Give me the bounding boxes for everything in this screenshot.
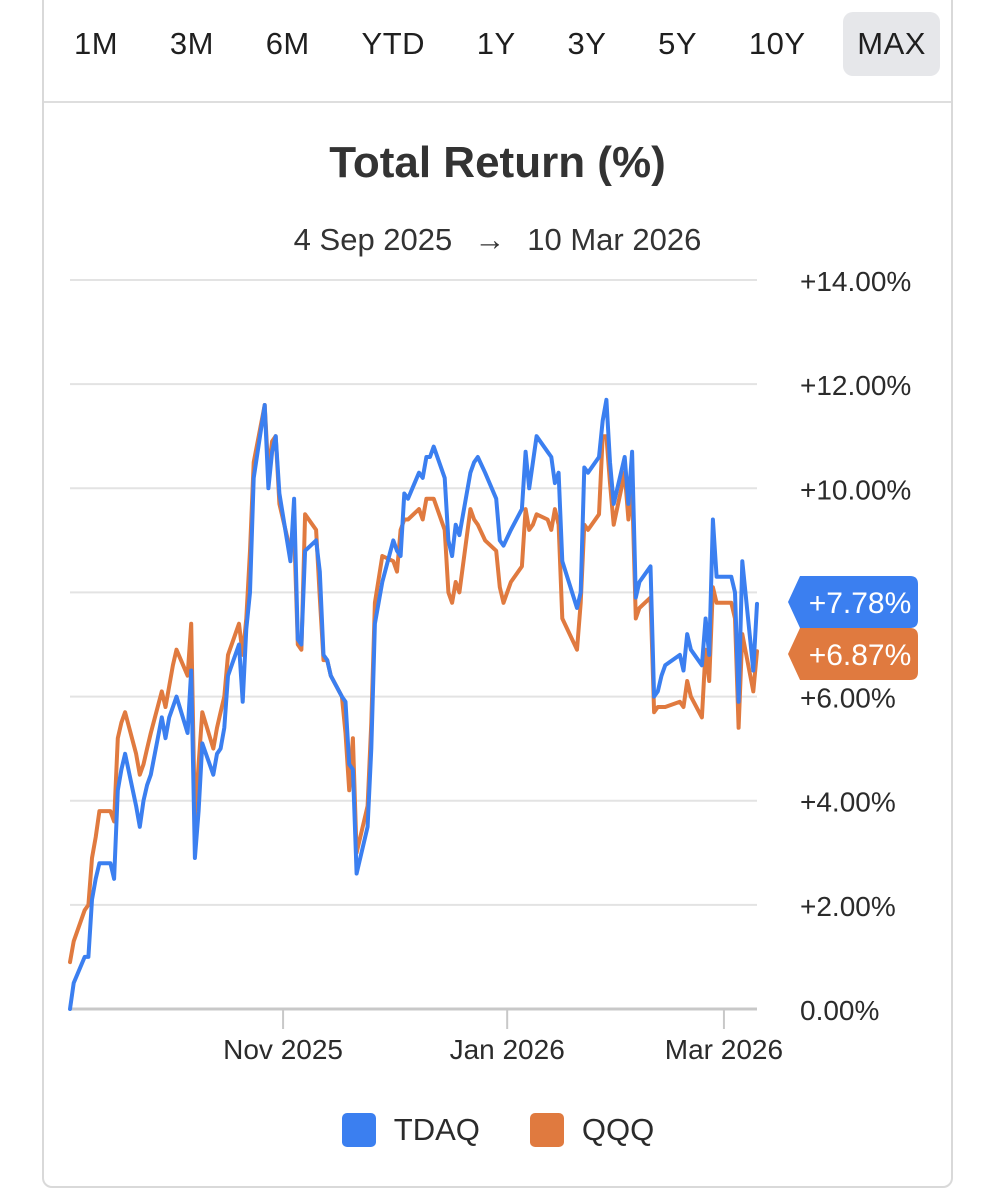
range-option-1m[interactable]: 1M	[74, 26, 119, 61]
legend-label: QQQ	[581, 1112, 655, 1147]
legend: TDAQ QQQ	[0, 1112, 996, 1148]
range-option-6m[interactable]: 6M	[265, 26, 310, 61]
end-value-tag-bg	[788, 628, 918, 680]
end-value-tag-bg	[788, 576, 918, 628]
date-range: 4 Sep 2025 → 10 Mar 2026	[44, 222, 951, 258]
x-tick-label: Nov 2025	[223, 1034, 343, 1065]
legend-item-tdaq[interactable]: TDAQ	[341, 1112, 480, 1148]
legend-swatch	[341, 1113, 376, 1147]
range-option-max[interactable]: MAX	[843, 12, 940, 76]
legend-label: TDAQ	[393, 1112, 480, 1147]
y-tick-label: +2.00%	[800, 891, 896, 922]
range-option-3m[interactable]: 3M	[169, 26, 214, 61]
end-value-label: +7.78%	[809, 587, 912, 620]
range-option-ytd[interactable]: YTD	[361, 26, 426, 61]
y-tick-label: +6.00%	[800, 683, 896, 714]
x-tick-label: Mar 2026	[665, 1034, 783, 1065]
arrow-right-icon: →	[474, 222, 506, 257]
range-option-3y[interactable]: 3Y	[567, 26, 607, 61]
end-value-label: +6.87%	[809, 639, 912, 672]
chart-card	[42, 0, 953, 1188]
legend-swatch	[529, 1113, 564, 1147]
series-line-tdaq	[68, 397, 759, 1011]
end-value-tag-qqq: +6.87%	[788, 628, 918, 680]
range-option-5y[interactable]: 5Y	[658, 26, 698, 61]
y-tick-label: +12.00%	[800, 370, 911, 401]
date-range-end: 10 Mar 2026	[527, 222, 702, 257]
range-option-1y[interactable]: 1Y	[476, 26, 516, 61]
chart-title: Total Return (%)	[329, 138, 666, 187]
y-tick-label: 0.00%	[800, 995, 879, 1026]
range-option-10y[interactable]: 10Y	[748, 26, 806, 61]
range-selector: 1M 3M 6M YTD 1Y 3Y 5Y 10Y MAX	[60, 8, 940, 80]
x-tick-label: Jan 2026	[450, 1034, 565, 1065]
legend-item-qqq[interactable]: QQQ	[529, 1112, 655, 1148]
date-range-start: 4 Sep 2025	[293, 222, 453, 257]
y-tick-label: +10.00%	[800, 474, 911, 505]
divider	[44, 101, 951, 103]
y-tick-label: +14.00%	[800, 266, 911, 297]
y-tick-label: +4.00%	[800, 787, 896, 818]
end-value-tag-tdaq: +7.78%	[788, 576, 918, 628]
